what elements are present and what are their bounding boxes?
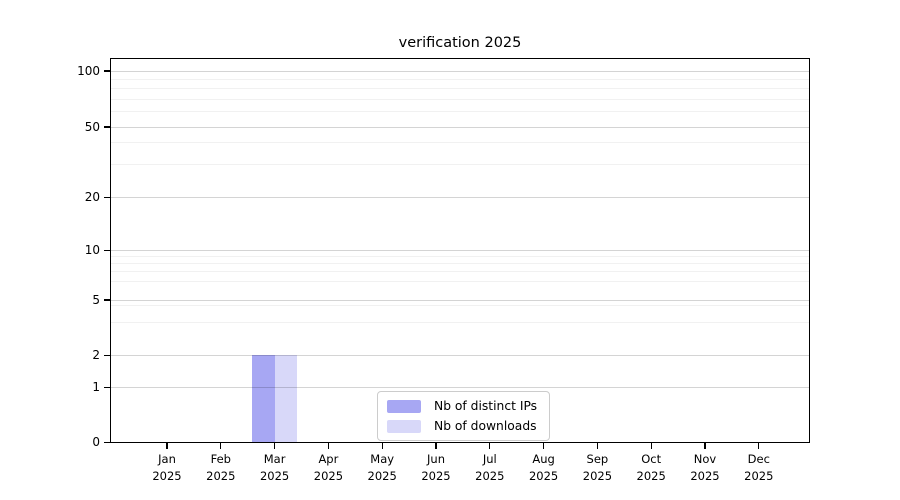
- legend-row-downloads: Nb of downloads: [387, 419, 537, 433]
- grid-line-minor: [111, 255, 809, 257]
- grid-line-minor: [111, 142, 809, 144]
- x-tick-mark: [596, 443, 599, 449]
- x-tick-label-may: May 2025: [367, 452, 397, 484]
- y-tick-mark: [104, 386, 110, 389]
- x-tick-label-sep: Sep 2025: [582, 452, 613, 484]
- grid-line-minor: [111, 321, 809, 323]
- y-tick-label: 0: [92, 435, 100, 449]
- grid-line-minor: [111, 304, 809, 306]
- grid-line-major: [111, 299, 809, 301]
- x-tick-label-aug: Aug 2025: [528, 452, 559, 484]
- legend-label-downloads: Nb of downloads: [434, 419, 537, 433]
- y-tick-mark: [104, 126, 110, 128]
- y-tick-mark: [104, 354, 110, 357]
- y-tick-label: 1: [92, 380, 100, 395]
- grid-line-major: [111, 387, 809, 389]
- x-tick-mark: [704, 443, 706, 449]
- y-tick-label: 2: [92, 348, 100, 363]
- x-tick-label-apr: Apr 2025: [313, 452, 344, 484]
- grid-line-minor: [111, 164, 809, 166]
- grid-line-minor: [111, 270, 809, 272]
- y-tick-mark: [104, 299, 110, 301]
- grid-line-major: [111, 197, 809, 199]
- legend-label-distinct-ips: Nb of distinct IPs: [434, 399, 538, 413]
- legend: Nb of distinct IPs Nb of downloads: [377, 391, 551, 441]
- grid-line-minor: [111, 98, 809, 100]
- x-tick-mark: [327, 443, 330, 449]
- x-tick-label-jul: Jul 2025: [475, 452, 505, 484]
- x-tick-mark: [166, 443, 168, 449]
- x-tick-label-oct: Oct 2025: [636, 452, 666, 484]
- grid-line-major: [111, 70, 809, 72]
- grid-line-major: [111, 355, 809, 357]
- x-tick-label-jan: Jan 2025: [152, 452, 182, 484]
- x-tick-mark: [435, 443, 437, 449]
- x-tick-label-dec: Dec 2025: [744, 452, 774, 484]
- x-tick-mark: [220, 443, 222, 449]
- grid-line-major: [111, 250, 809, 252]
- x-tick-mark: [489, 443, 491, 449]
- chart-title: verification 2025: [398, 35, 522, 51]
- grid-line-minor: [111, 110, 809, 112]
- grid-line-minor: [111, 78, 809, 80]
- bar-nb-of-downloads: [274, 355, 297, 442]
- x-tick-mark: [758, 443, 760, 449]
- y-tick-mark: [104, 70, 110, 72]
- plot-area: 100 50 20 10 5 2 1 0 Jan 2025 Feb 2025 Mar 2025 Apr 202…: [77, 58, 810, 483]
- x-tick-label-nov: Nov 2025: [690, 452, 720, 484]
- bar-nb-of-distinct-ips: [252, 355, 275, 442]
- x-tick-mark: [273, 443, 276, 449]
- y-tick-mark: [104, 196, 110, 199]
- y-tick-label: 10: [84, 243, 100, 258]
- y-tick-label: 20: [84, 190, 100, 205]
- x-tick-mark: [542, 443, 545, 449]
- x-tick-mark: [650, 443, 652, 449]
- x-tick-label-feb: Feb 2025: [206, 452, 236, 484]
- x-tick-mark: [381, 443, 383, 449]
- y-tick-label: 100: [77, 63, 100, 78]
- y-tick-mark: [104, 441, 110, 443]
- x-tick-label-jun: Jun 2025: [421, 452, 451, 484]
- legend-swatch-distinct-ips: [387, 399, 421, 413]
- grid-line-minor: [111, 262, 809, 264]
- x-tick-label-mar: Mar 2025: [259, 452, 290, 484]
- legend-row-distinct-ips: Nb of distinct IPs: [387, 399, 537, 413]
- grid-line-minor: [111, 87, 809, 89]
- y-tick-mark: [104, 249, 110, 251]
- grid-line-major: [111, 126, 809, 128]
- grid-line-minor: [111, 280, 809, 282]
- y-tick-label: 5: [92, 292, 100, 307]
- legend-swatch-downloads: [387, 419, 421, 433]
- y-tick-label: 50: [84, 119, 100, 134]
